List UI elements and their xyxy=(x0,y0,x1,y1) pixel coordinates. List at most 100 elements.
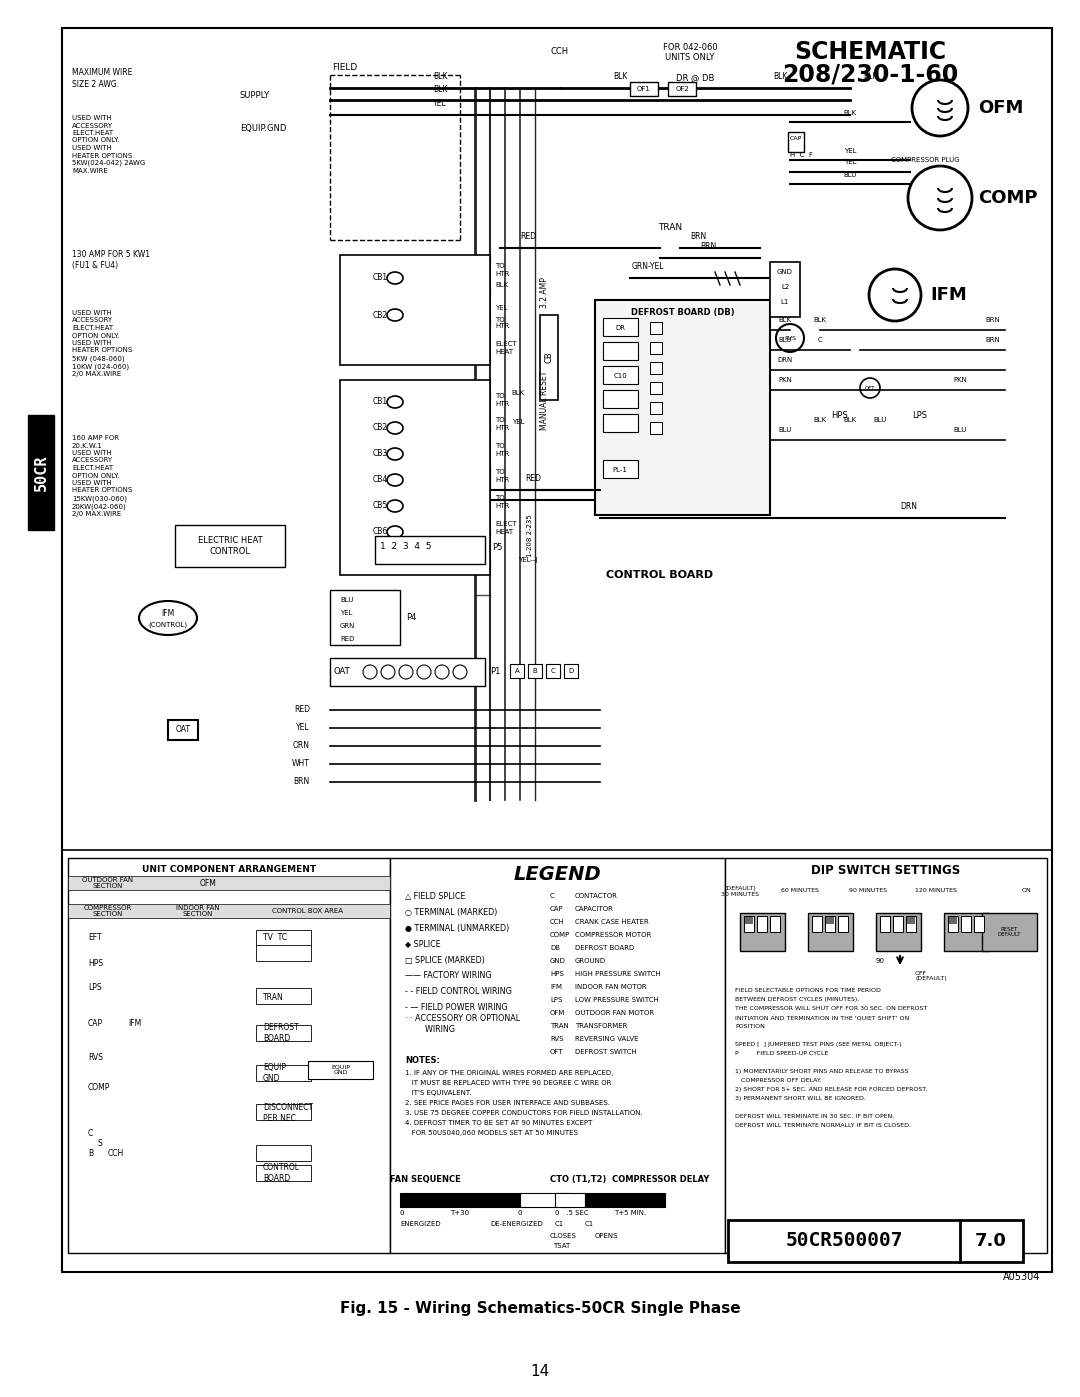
Bar xyxy=(175,525,285,567)
Bar xyxy=(744,916,754,932)
Text: ON: ON xyxy=(1022,888,1031,893)
Bar xyxy=(906,916,916,932)
Text: PKN: PKN xyxy=(953,377,967,383)
Text: DRN: DRN xyxy=(778,358,793,363)
Text: BLK: BLK xyxy=(813,317,826,323)
Text: DEFROST WILL TERMINATE NORMALLY IF BIT IS CLOSED.: DEFROST WILL TERMINATE NORMALLY IF BIT I… xyxy=(735,1123,912,1127)
Text: CAP: CAP xyxy=(87,1018,103,1028)
Text: CONTROL BOARD: CONTROL BOARD xyxy=(607,570,714,580)
Bar xyxy=(256,1165,311,1180)
Bar xyxy=(603,414,638,432)
Text: IFM: IFM xyxy=(930,286,967,305)
Bar xyxy=(256,1104,311,1120)
Text: CRANK CASE HEATER: CRANK CASE HEATER xyxy=(575,919,649,925)
Text: FIELD: FIELD xyxy=(333,63,357,73)
Text: INITIATION AND TERMINATION IN THE 'QUIET SHIFT' ON: INITIATION AND TERMINATION IN THE 'QUIET… xyxy=(735,1016,909,1020)
Text: DRN: DRN xyxy=(900,502,917,511)
Text: C1: C1 xyxy=(555,1221,564,1227)
Text: 50CR: 50CR xyxy=(33,455,49,492)
Text: GND: GND xyxy=(778,270,793,275)
Text: OFT: OFT xyxy=(865,386,875,391)
Bar xyxy=(982,914,1037,951)
Text: 3) PERMANENT SHORT WILL BE IGNORED.: 3) PERMANENT SHORT WILL BE IGNORED. xyxy=(735,1097,866,1101)
Text: RED: RED xyxy=(294,705,310,714)
Text: YEL: YEL xyxy=(340,610,352,616)
Bar xyxy=(740,914,785,951)
Text: 14: 14 xyxy=(530,1365,550,1379)
Text: 90: 90 xyxy=(876,958,885,964)
Text: WHT: WHT xyxy=(292,760,310,768)
Text: (DEFAULT)
30 MINUTES: (DEFAULT) 30 MINUTES xyxy=(721,886,759,897)
Bar xyxy=(770,916,780,932)
Text: COMP: COMP xyxy=(978,189,1038,207)
Text: DEFROST WILL TERMINATE IN 30 SEC. IF BIT OPEN.: DEFROST WILL TERMINATE IN 30 SEC. IF BIT… xyxy=(735,1113,894,1119)
Text: CONTROL BOX AREA: CONTROL BOX AREA xyxy=(272,908,343,914)
Text: GRN: GRN xyxy=(340,623,355,629)
Text: TRAN: TRAN xyxy=(550,1023,569,1030)
Bar xyxy=(745,916,753,923)
Text: DR @ DB: DR @ DB xyxy=(676,74,714,82)
Text: GRN-YEL: GRN-YEL xyxy=(632,263,664,271)
Text: CTO (T1,T2)  COMPRESSOR DELAY: CTO (T1,T2) COMPRESSOR DELAY xyxy=(550,1175,710,1185)
Bar xyxy=(390,858,725,1253)
Bar xyxy=(880,916,890,932)
Text: C1: C1 xyxy=(585,1221,594,1227)
Text: ● TERMINAL (UNMARKED): ● TERMINAL (UNMARKED) xyxy=(405,923,510,933)
Text: DISCONNECT
PER NEC: DISCONNECT PER NEC xyxy=(264,1104,313,1123)
Bar xyxy=(510,664,524,678)
Bar xyxy=(650,362,662,374)
Text: THE COMPRESSOR WILL SHUT OFF FOR 30 SEC. ON DEFROST: THE COMPRESSOR WILL SHUT OFF FOR 30 SEC.… xyxy=(735,1006,928,1011)
Text: TO
HTR: TO HTR xyxy=(495,317,510,330)
Bar xyxy=(770,263,800,317)
Text: BRN: BRN xyxy=(690,232,706,242)
Text: CONTROL
BOARD: CONTROL BOARD xyxy=(264,1164,300,1183)
Text: BLK: BLK xyxy=(612,73,627,81)
Bar xyxy=(907,916,915,923)
Text: OF2: OF2 xyxy=(675,87,689,92)
Bar xyxy=(838,916,848,932)
Bar xyxy=(788,131,804,152)
Bar xyxy=(555,1193,585,1207)
Text: BLK: BLK xyxy=(433,85,447,94)
Text: OAT: OAT xyxy=(175,725,190,735)
Bar xyxy=(728,1220,1023,1261)
Bar xyxy=(256,1065,311,1081)
Bar xyxy=(400,1193,519,1207)
Text: ○ TERMINAL (MARKED): ○ TERMINAL (MARKED) xyxy=(405,908,498,916)
Text: 3.2 AMP: 3.2 AMP xyxy=(540,277,549,307)
Bar xyxy=(650,381,662,394)
Text: CB1: CB1 xyxy=(373,398,388,407)
Text: D: D xyxy=(568,668,573,673)
Text: CB6: CB6 xyxy=(373,528,388,536)
Bar xyxy=(340,380,490,576)
Text: (CONTROL): (CONTROL) xyxy=(148,622,188,629)
Text: EQUIP
GND: EQUIP GND xyxy=(264,1063,286,1083)
Text: BLU: BLU xyxy=(340,597,353,604)
Text: IFM: IFM xyxy=(550,983,562,990)
Text: EQUIP.GND: EQUIP.GND xyxy=(240,123,286,133)
Text: COMPRESSOR PLUG: COMPRESSOR PLUG xyxy=(891,156,959,163)
Text: USED WITH
ACCESSORY
ELECT.HEAT
OPTION ONLY.
USED WITH
HEATER OPTIONS
5KW (048-06: USED WITH ACCESSORY ELECT.HEAT OPTION ON… xyxy=(72,310,132,377)
Text: REVERSING VALVE: REVERSING VALVE xyxy=(575,1037,638,1042)
Text: LPS: LPS xyxy=(913,412,928,420)
Bar xyxy=(603,366,638,384)
Text: TSAT: TSAT xyxy=(553,1243,570,1249)
Bar xyxy=(168,719,198,740)
Text: YEL: YEL xyxy=(296,724,310,732)
Text: CB2: CB2 xyxy=(373,423,388,433)
Bar xyxy=(603,319,638,337)
Text: RVS: RVS xyxy=(550,1037,564,1042)
Text: TO
HTR: TO HTR xyxy=(495,443,510,457)
Text: CB3: CB3 xyxy=(373,450,388,458)
Text: S: S xyxy=(98,1139,103,1147)
Text: P4: P4 xyxy=(406,613,417,623)
Text: YEL: YEL xyxy=(433,99,447,108)
Text: UNIT COMPONENT ARRANGEMENT: UNIT COMPONENT ARRANGEMENT xyxy=(141,865,316,873)
Bar xyxy=(630,82,658,96)
Text: COMPRESSOR MOTOR: COMPRESSOR MOTOR xyxy=(575,932,651,937)
Text: TO
HTR: TO HTR xyxy=(495,418,510,430)
Bar xyxy=(256,944,311,961)
Bar xyxy=(603,390,638,408)
Bar xyxy=(330,658,485,686)
Bar xyxy=(68,876,390,890)
